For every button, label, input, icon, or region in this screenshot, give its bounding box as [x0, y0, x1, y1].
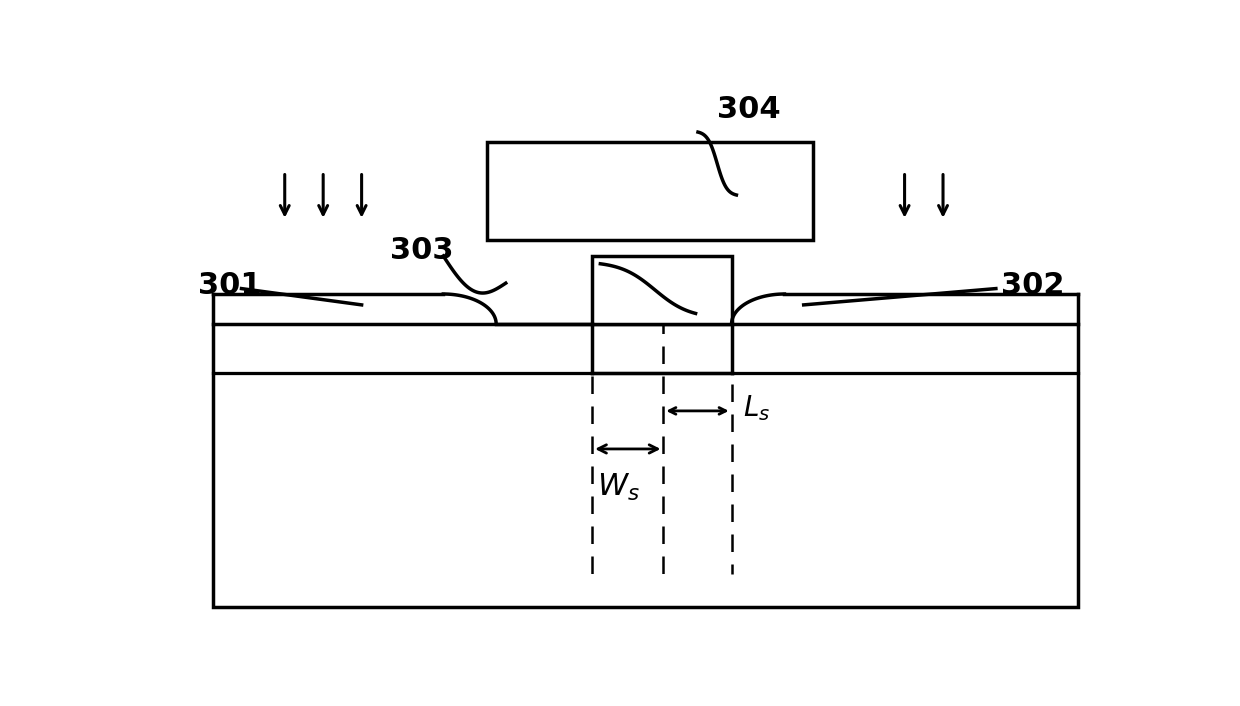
Bar: [593, 256, 732, 324]
Bar: [213, 324, 1078, 606]
Text: 302: 302: [1001, 271, 1064, 300]
Text: 303: 303: [391, 236, 454, 265]
Bar: [486, 142, 813, 239]
Text: $L_s$: $L_s$: [743, 393, 770, 423]
Text: 304: 304: [717, 95, 781, 124]
Text: 301: 301: [198, 271, 262, 300]
Text: $W_s$: $W_s$: [596, 472, 640, 503]
